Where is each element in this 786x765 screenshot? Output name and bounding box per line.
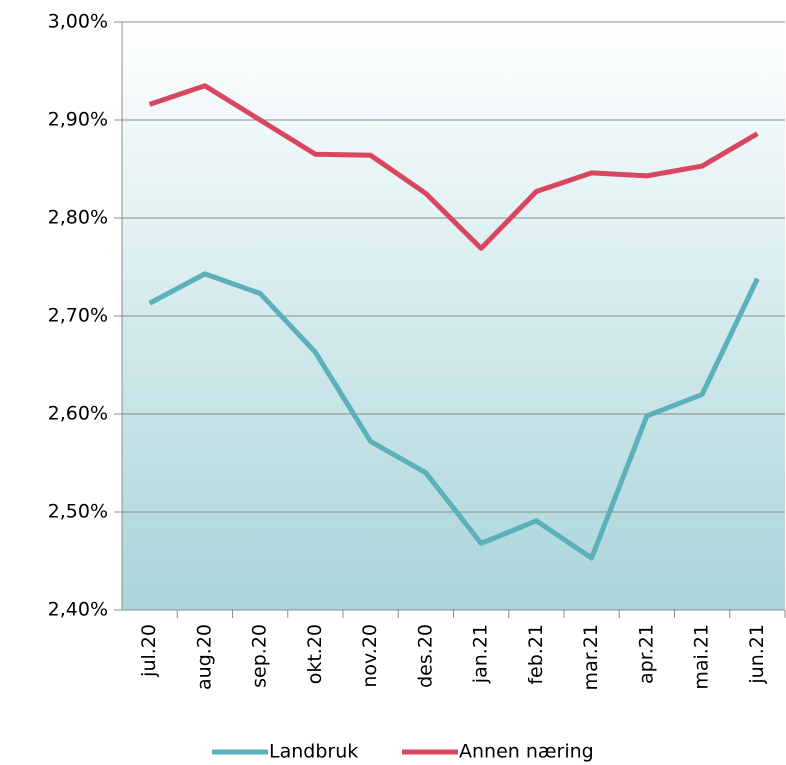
y-tick-label: 2,80% xyxy=(48,207,108,229)
x-tick-label: feb.21 xyxy=(525,624,547,685)
x-tick-label: jan.21 xyxy=(470,624,492,684)
x-tick-label: apr.21 xyxy=(635,624,657,684)
line xyxy=(148,271,760,561)
y-tick-label: 3,00% xyxy=(48,11,108,33)
y-tick-label: 2,70% xyxy=(48,305,108,327)
x-tick-label: sep.20 xyxy=(249,624,271,688)
y-tick-label: 2,40% xyxy=(48,599,108,621)
line xyxy=(148,83,759,251)
y-tick-label: 2,60% xyxy=(48,403,108,425)
x-tick-label: jul.20 xyxy=(138,624,160,678)
x-tick-label: okt.20 xyxy=(304,624,326,684)
legend-label: Landbruk xyxy=(269,741,358,763)
y-tick-label: 2,50% xyxy=(48,501,108,523)
y-tick-label: 2,90% xyxy=(48,109,108,131)
x-tick-label: mar.21 xyxy=(580,624,602,690)
x-tick-label: nov.20 xyxy=(359,624,381,688)
legend-label: Annen næring xyxy=(459,741,594,763)
x-tick-label: mai.21 xyxy=(691,624,713,690)
x-tick-label: aug.20 xyxy=(193,624,215,690)
x-tick-label: jun.21 xyxy=(746,624,768,685)
x-tick-label: des.20 xyxy=(414,624,436,688)
